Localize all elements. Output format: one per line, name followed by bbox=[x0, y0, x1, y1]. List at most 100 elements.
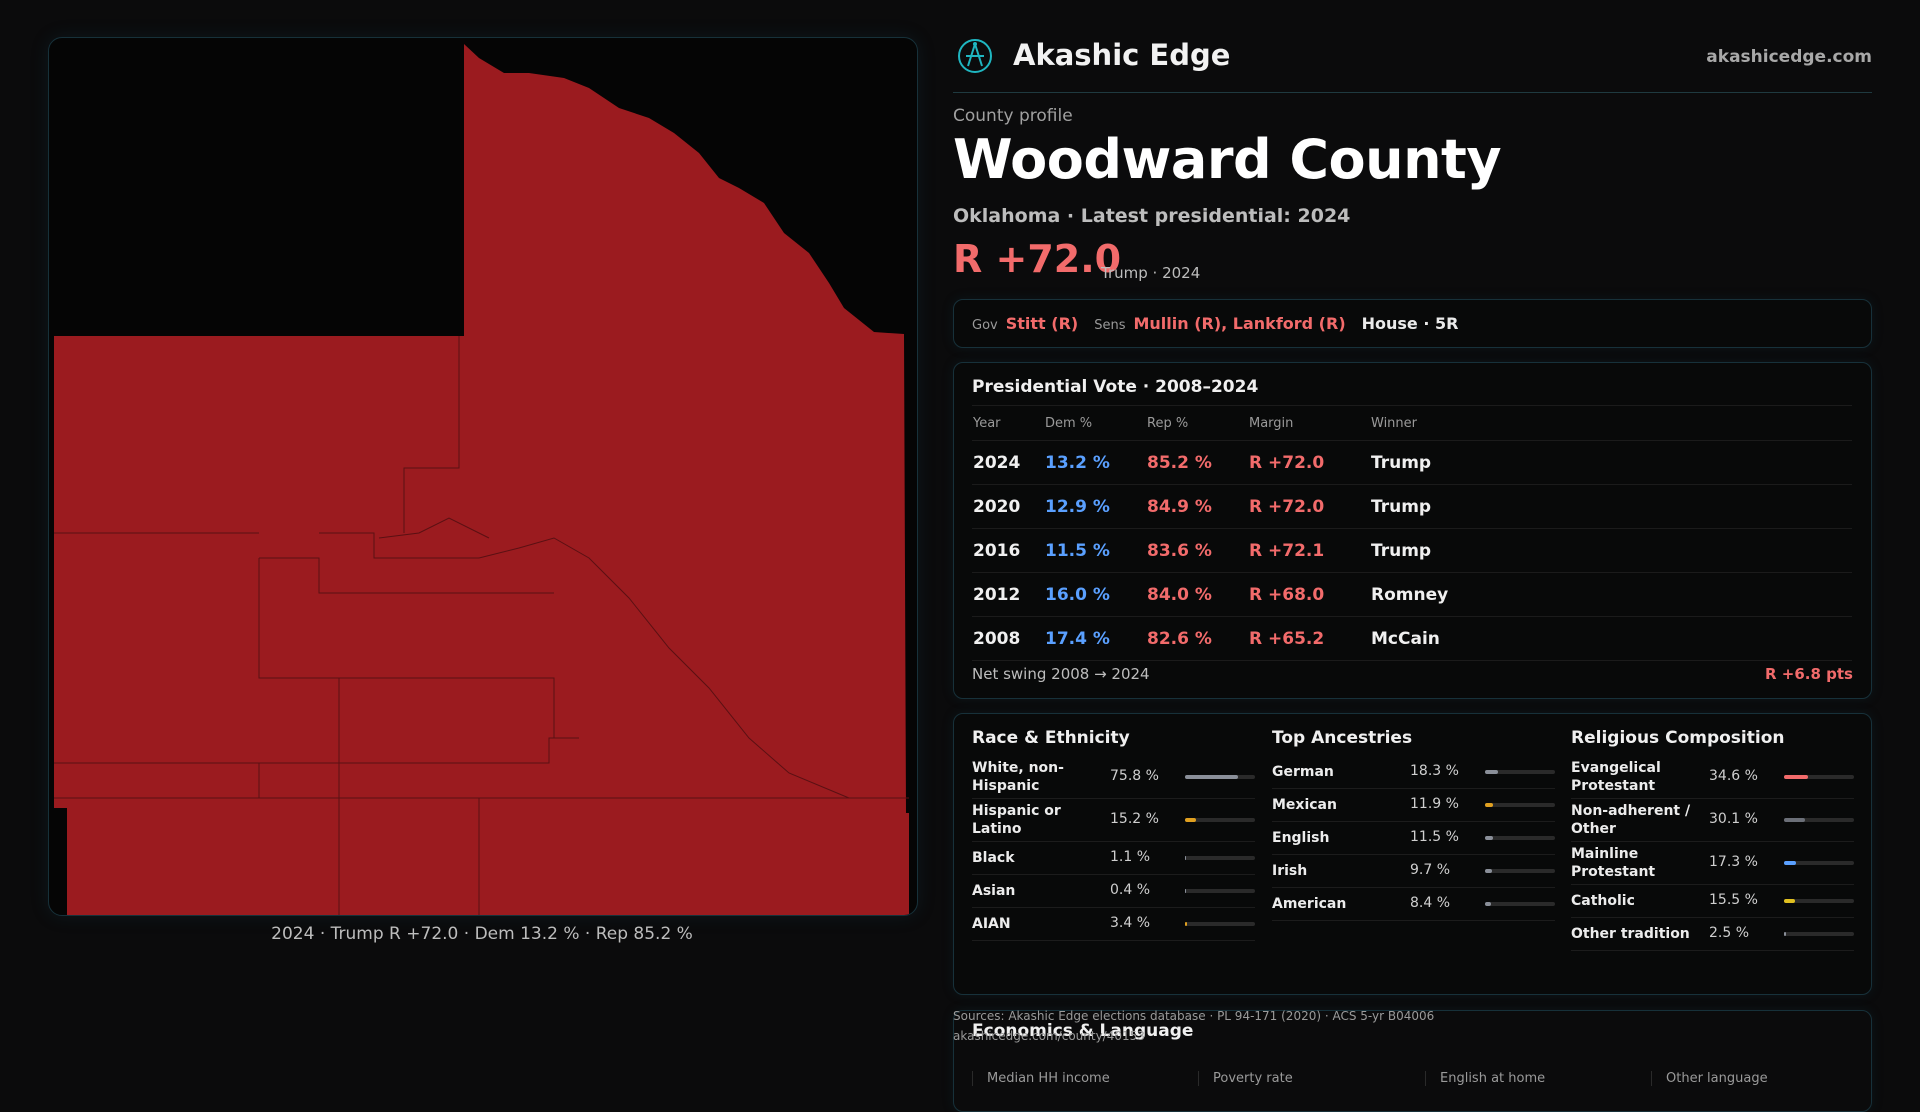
table-row: 2024 13.2 % 85.2 % R +72.0 Trump bbox=[972, 440, 1852, 485]
profile-column: Akashic Edge akashicedge.com County prof… bbox=[953, 0, 1872, 1112]
demo-label: Black bbox=[972, 850, 1015, 866]
table-row: 2016 11.5 % 83.6 % R +72.1 Trump bbox=[972, 528, 1852, 573]
demo-row: Mainline Protestant 17.3 % bbox=[1571, 842, 1854, 885]
officials-card: Gov Stitt (R) Sens Mullin (R), Lankford (R)… bbox=[953, 299, 1872, 348]
cell-rep: 82.6 % bbox=[1146, 616, 1248, 661]
demo-label: English bbox=[1272, 830, 1330, 846]
margin-headline: R +72.0 bbox=[953, 237, 1122, 281]
demo-bar-fill bbox=[1185, 889, 1187, 893]
demo-value: 1.1 % bbox=[1110, 849, 1151, 865]
presidential-title: Presidential Vote · 2008–2024 bbox=[972, 377, 1259, 397]
demo-value: 11.5 % bbox=[1410, 829, 1459, 845]
demo-value: 2.5 % bbox=[1709, 925, 1750, 941]
county-map-svg bbox=[54, 44, 909, 915]
cell-rep: 84.0 % bbox=[1146, 572, 1248, 617]
sens-value: Mullin (R), Lankford (R) bbox=[1133, 314, 1346, 333]
demo-value: 17.3 % bbox=[1709, 854, 1758, 870]
county-map[interactable] bbox=[48, 37, 918, 916]
township-lines bbox=[54, 336, 909, 915]
demo-bar-track bbox=[1185, 889, 1255, 893]
table-row: 2012 16.0 % 84.0 % R +68.0 Romney bbox=[972, 572, 1852, 617]
demo-bar-fill bbox=[1784, 861, 1797, 865]
demo-bar-track bbox=[1485, 869, 1555, 873]
demo-row: Hispanic or Latino 15.2 % bbox=[972, 799, 1255, 842]
econ-col-income: Median HH income bbox=[972, 1071, 1110, 1086]
demo-bar-fill bbox=[1485, 869, 1492, 873]
demo-bar-fill bbox=[1485, 803, 1494, 807]
cell-dem: 16.0 % bbox=[1044, 572, 1146, 617]
race-rows: White, non-Hispanic 75.8 % Hispanic or Lat… bbox=[972, 756, 1255, 941]
demo-row: Catholic 15.5 % bbox=[1571, 885, 1854, 918]
demo-bar-track bbox=[1185, 775, 1255, 779]
brand-name: Akashic Edge bbox=[1013, 38, 1231, 72]
ancestry-title: Top Ancestries bbox=[1272, 728, 1413, 748]
brand-bar: Akashic Edge akashicedge.com bbox=[953, 34, 1872, 93]
religion-title: Religious Composition bbox=[1571, 728, 1785, 748]
demo-row: American 8.4 % bbox=[1272, 888, 1555, 921]
demo-row: English 11.5 % bbox=[1272, 822, 1555, 855]
cell-year: 2008 bbox=[972, 616, 1044, 661]
cell-dem: 12.9 % bbox=[1044, 484, 1146, 529]
presidential-card: Presidential Vote · 2008–2024 Year Dem %… bbox=[953, 362, 1872, 699]
demo-row: White, non-Hispanic 75.8 % bbox=[972, 756, 1255, 799]
sources-line: Sources: Akashic Edge elections database… bbox=[953, 1009, 1435, 1023]
cell-dem: 17.4 % bbox=[1044, 616, 1146, 661]
demo-label: AIAN bbox=[972, 916, 1011, 932]
demo-row: Asian 0.4 % bbox=[972, 875, 1255, 908]
house-value: House · 5R bbox=[1361, 314, 1459, 333]
cell-year: 2012 bbox=[972, 572, 1044, 617]
demo-bar-track bbox=[1784, 899, 1854, 903]
cell-rep: 85.2 % bbox=[1146, 440, 1248, 485]
demo-value: 18.3 % bbox=[1410, 763, 1459, 779]
demo-row: Non-adherent / Other 30.1 % bbox=[1571, 799, 1854, 842]
sources-note: Sources: Akashic Edge elections database… bbox=[953, 1006, 1434, 1046]
demo-value: 30.1 % bbox=[1709, 811, 1758, 827]
sources-link[interactable]: akashicedge.com/county/40153 bbox=[953, 1029, 1145, 1043]
demo-bar-track bbox=[1485, 803, 1555, 807]
cell-rep: 83.6 % bbox=[1146, 528, 1248, 573]
demo-bar-fill bbox=[1784, 932, 1786, 936]
demo-value: 3.4 % bbox=[1110, 915, 1151, 931]
demo-bar-fill bbox=[1185, 922, 1188, 926]
demo-row: German 18.3 % bbox=[1272, 756, 1555, 789]
demo-bar-track bbox=[1784, 775, 1854, 779]
econ-col-poverty: Poverty rate bbox=[1198, 1071, 1293, 1086]
demo-bar-fill bbox=[1784, 775, 1809, 779]
demo-row: Evangelical Protestant 34.6 % bbox=[1571, 756, 1854, 799]
cell-margin: R +65.2 bbox=[1248, 616, 1370, 661]
table-row: 2008 17.4 % 82.6 % R +65.2 McCain bbox=[972, 616, 1852, 661]
sens-label: Sens bbox=[1094, 318, 1126, 333]
demo-bar-track bbox=[1185, 856, 1255, 860]
presidential-table: Year Dem % Rep % Margin Winner 2024 13.2… bbox=[972, 405, 1852, 661]
race-column: Race & Ethnicity White, non-Hispanic 75.8… bbox=[972, 728, 1255, 941]
county-shape[interactable] bbox=[54, 44, 909, 915]
demo-label: White, non-Hispanic bbox=[972, 760, 1064, 794]
cell-year: 2020 bbox=[972, 484, 1044, 529]
demo-label: Catholic bbox=[1571, 893, 1635, 909]
brand-url-link[interactable]: akashicedge.com bbox=[1706, 47, 1872, 67]
demo-label: Mexican bbox=[1272, 797, 1337, 813]
col-rep: Rep % bbox=[1146, 405, 1248, 441]
demo-row: AIAN 3.4 % bbox=[972, 908, 1255, 941]
religion-column: Religious Composition Evangelical Protes… bbox=[1571, 728, 1854, 951]
cell-winner: Romney bbox=[1370, 572, 1852, 617]
race-title: Race & Ethnicity bbox=[972, 728, 1130, 748]
demo-row: Black 1.1 % bbox=[972, 842, 1255, 875]
cell-winner: McCain bbox=[1370, 616, 1852, 661]
margin-subtitle: Trump · 2024 bbox=[1101, 264, 1201, 282]
demo-bar-track bbox=[1784, 818, 1854, 822]
cell-margin: R +72.0 bbox=[1248, 440, 1370, 485]
demo-bar-fill bbox=[1485, 770, 1498, 774]
religion-rows: Evangelical Protestant 34.6 % Non-adherent… bbox=[1571, 756, 1854, 951]
gov-label: Gov bbox=[972, 318, 998, 333]
demo-bar-fill bbox=[1784, 899, 1795, 903]
ancestry-column: Top Ancestries German 18.3 % Mexican 11.9 %… bbox=[1272, 728, 1555, 921]
demo-value: 9.7 % bbox=[1410, 862, 1451, 878]
map-caption: 2024 · Trump R +72.0 · Dem 13.2 % · Rep … bbox=[271, 924, 693, 944]
demo-bar-fill bbox=[1485, 836, 1494, 840]
cell-year: 2024 bbox=[972, 440, 1044, 485]
demo-value: 34.6 % bbox=[1709, 768, 1758, 784]
demo-row: Other tradition 2.5 % bbox=[1571, 918, 1854, 951]
demo-value: 15.5 % bbox=[1709, 892, 1758, 908]
state-line: Oklahoma · Latest presidential: 2024 bbox=[953, 205, 1351, 227]
